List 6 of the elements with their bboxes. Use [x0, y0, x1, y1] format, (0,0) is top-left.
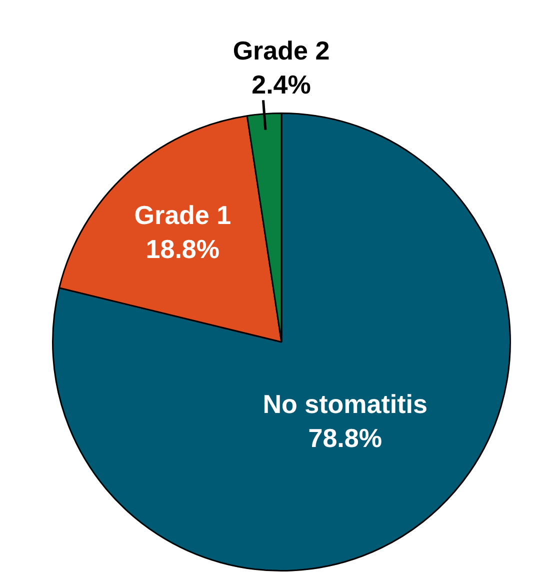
slice-label: Grade 1 [134, 200, 232, 230]
data-label: 2.4% [252, 69, 311, 100]
data-label: 78.8% [308, 423, 382, 454]
slice-label: Grade 2 [232, 35, 330, 66]
data-label: 18.8% [146, 234, 220, 264]
slice-label: No stomatitis [262, 389, 428, 420]
